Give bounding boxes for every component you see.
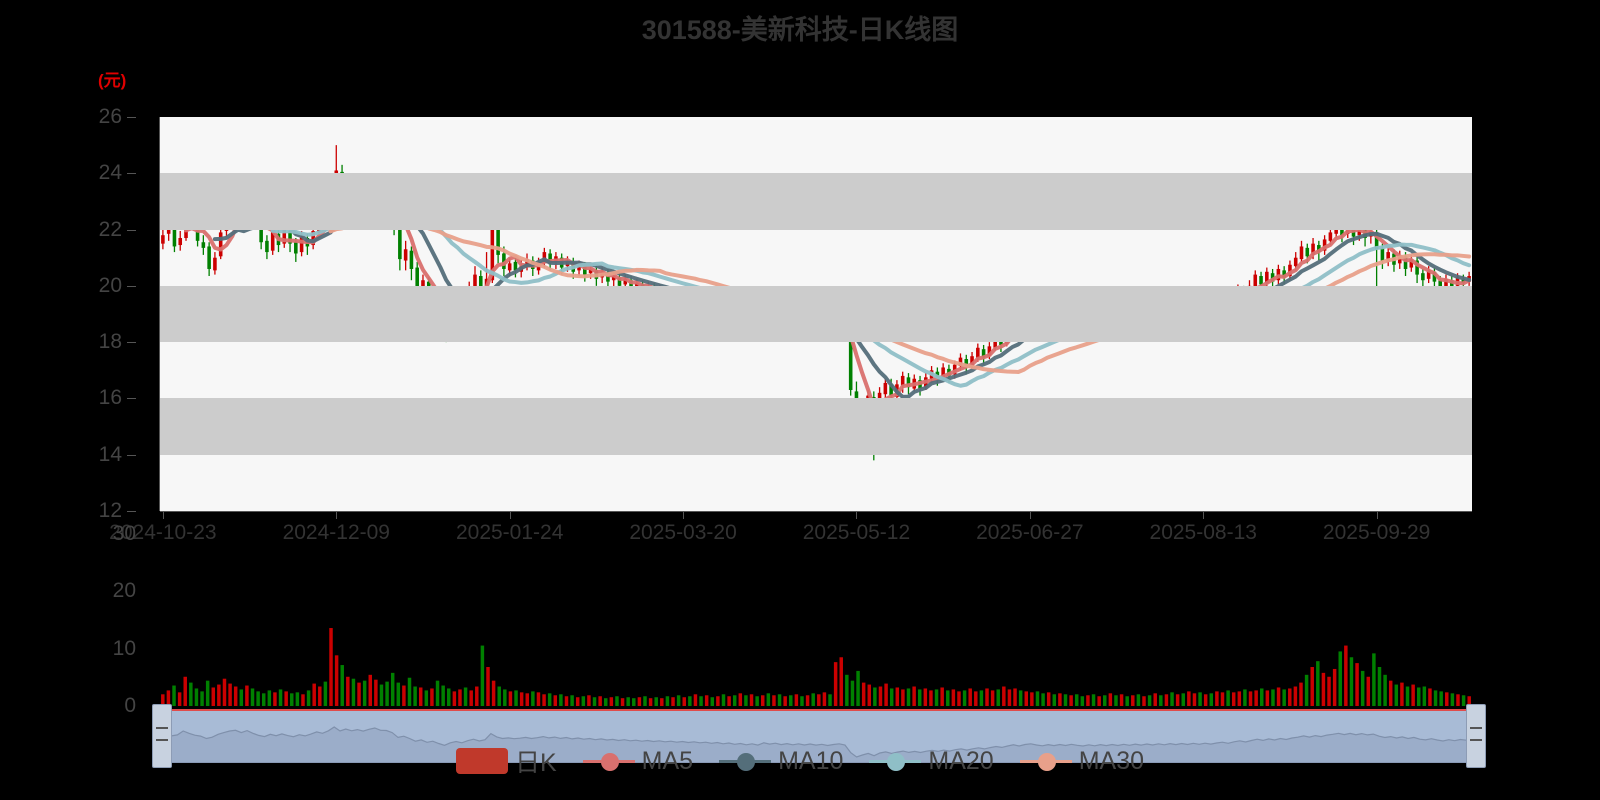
x-tick-label: 2024-12-09 bbox=[282, 521, 390, 544]
datazoom-preview-area bbox=[160, 726, 1472, 763]
price-tick-label: 12 bbox=[98, 499, 122, 522]
price-tick-label: 14 bbox=[98, 442, 122, 466]
x-axis-line bbox=[160, 511, 1472, 512]
volume-y-axis: 30 20 10 0 bbox=[0, 522, 160, 717]
datazoom-handle-right[interactable] bbox=[1466, 704, 1486, 768]
x-tick-label: 2025-06-27 bbox=[976, 521, 1084, 544]
price-tick-label: 22 bbox=[98, 217, 122, 241]
volume-tick-label: 10 bbox=[112, 636, 136, 660]
price-tick-mark bbox=[127, 117, 136, 118]
x-tick-mark bbox=[1203, 511, 1205, 519]
grid-band bbox=[160, 285, 1472, 343]
price-tick-label: 16 bbox=[98, 386, 122, 410]
price-tick-mark bbox=[127, 342, 136, 344]
datazoom-handle-left[interactable] bbox=[152, 704, 172, 768]
price-plot-area[interactable] bbox=[160, 117, 1472, 511]
price-axis-line bbox=[159, 117, 160, 511]
x-tick-mark bbox=[1029, 511, 1031, 519]
price-tick-label: 20 bbox=[98, 273, 122, 297]
price-tick-label: 24 bbox=[98, 161, 122, 185]
datazoom-slider[interactable] bbox=[160, 709, 1472, 763]
price-tick-mark bbox=[127, 454, 136, 456]
x-tick-mark bbox=[856, 511, 858, 519]
x-tick-mark bbox=[1376, 511, 1378, 519]
x-tick-label: 2025-03-20 bbox=[629, 521, 737, 544]
volume-bars-canvas bbox=[161, 628, 1471, 706]
volume-tick-label: 0 bbox=[124, 694, 136, 717]
volume-tick-label: 30 bbox=[112, 522, 136, 545]
x-tick-label: 2025-08-13 bbox=[1149, 521, 1257, 544]
price-tick-mark bbox=[127, 173, 136, 175]
x-tick-mark bbox=[683, 511, 685, 519]
x-tick-label: 2025-09-29 bbox=[1322, 521, 1431, 544]
price-tick-mark bbox=[127, 285, 136, 287]
volume-plot-area[interactable] bbox=[160, 534, 1472, 706]
x-tick-mark bbox=[509, 511, 511, 519]
grid-band bbox=[160, 173, 1472, 230]
grid-band bbox=[160, 398, 1472, 455]
page-title: 301588-美新科技-日K线图 bbox=[641, 15, 959, 45]
x-tick-mark bbox=[336, 511, 338, 519]
price-tick-mark bbox=[127, 398, 136, 400]
price-tick-mark bbox=[127, 511, 136, 512]
x-tick-mark bbox=[162, 511, 164, 519]
x-tick-label: 2024-10-23 bbox=[109, 521, 217, 544]
volume-tick-label: 20 bbox=[112, 579, 136, 603]
x-tick-label: 2025-05-12 bbox=[802, 521, 911, 544]
x-tick-label: 2025-01-24 bbox=[455, 521, 564, 544]
price-tick-mark bbox=[127, 229, 136, 231]
price-unit-label: (元) bbox=[98, 71, 127, 90]
price-y-axis: 26 24 22 20 18 16 14 12 bbox=[0, 100, 160, 530]
price-tick-label: 18 bbox=[98, 330, 122, 354]
price-tick-label: 26 bbox=[98, 105, 122, 128]
